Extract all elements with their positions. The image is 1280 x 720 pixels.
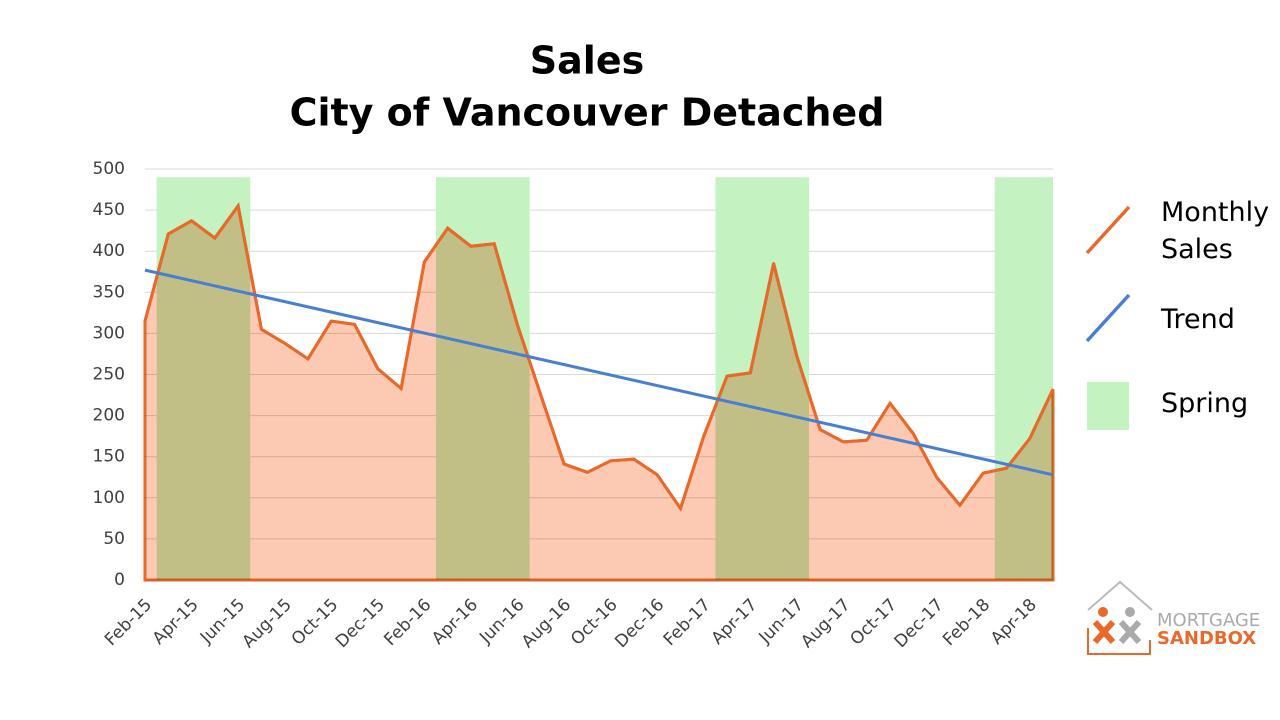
- chart-title: Sales: [530, 39, 644, 83]
- legend-key: [1087, 382, 1129, 430]
- y-tick-label: 250: [93, 365, 125, 385]
- y-tick-label: 300: [93, 323, 125, 343]
- x-tick-label: Apr-18: [987, 595, 1041, 649]
- y-tick-label: 400: [93, 241, 125, 261]
- x-tick-label: Feb-15: [101, 595, 156, 650]
- legend-label: Spring: [1161, 388, 1249, 419]
- y-tick-label: 500: [93, 159, 125, 179]
- logo-frame: [1087, 628, 1151, 655]
- y-tick-label: 50: [103, 529, 125, 549]
- x-tick-label: Dec-16: [611, 595, 668, 652]
- logo-roof: [1087, 580, 1153, 611]
- y-tick-label: 200: [93, 406, 125, 426]
- y-tick-label: 0: [114, 570, 125, 590]
- logo-text: MORTGAGE: [1157, 610, 1260, 631]
- trend-line: [144, 268, 1054, 477]
- y-tick-label: 350: [93, 282, 125, 302]
- x-tick-label: Apr-16: [428, 595, 482, 649]
- legend-key: [1085, 205, 1131, 255]
- x-tick-label: Apr-17: [708, 595, 762, 649]
- x-tick-label: Feb-17: [660, 595, 715, 650]
- y-tick-label: 150: [93, 447, 125, 467]
- spring-band: [1041, 177, 1053, 580]
- logo-icon: [1092, 619, 1116, 645]
- chart-subtitle: City of Vancouver Detached: [290, 91, 885, 135]
- y-tick-label: 450: [93, 200, 125, 220]
- x-tick-label: Dec-15: [332, 595, 389, 652]
- x-tick-label: Feb-16: [380, 595, 435, 650]
- logo-icon: [1098, 607, 1108, 617]
- x-tick-label: Aug-17: [797, 595, 854, 652]
- legend-key: [1085, 293, 1131, 343]
- x-tick-label: Aug-16: [518, 595, 575, 652]
- x-tick-label: Feb-18: [939, 595, 994, 650]
- x-tick-label: Dec-17: [891, 595, 948, 652]
- logo-text: SANDBOX: [1157, 628, 1256, 649]
- logo: MORTGAGE SANDBOX: [1087, 580, 1260, 655]
- legend-label: Trend: [1161, 304, 1235, 335]
- x-tick-label: Aug-15: [239, 595, 296, 652]
- legend-label: Monthly Sales: [1161, 197, 1270, 265]
- y-tick-label: 100: [93, 488, 125, 508]
- line: [143, 204, 1055, 510]
- logo-icon: [1125, 607, 1135, 617]
- plot: [143, 168, 1055, 582]
- x-tick-label: Apr-15: [149, 595, 203, 649]
- logo-icon: [1118, 619, 1142, 645]
- area: [143, 202, 1055, 582]
